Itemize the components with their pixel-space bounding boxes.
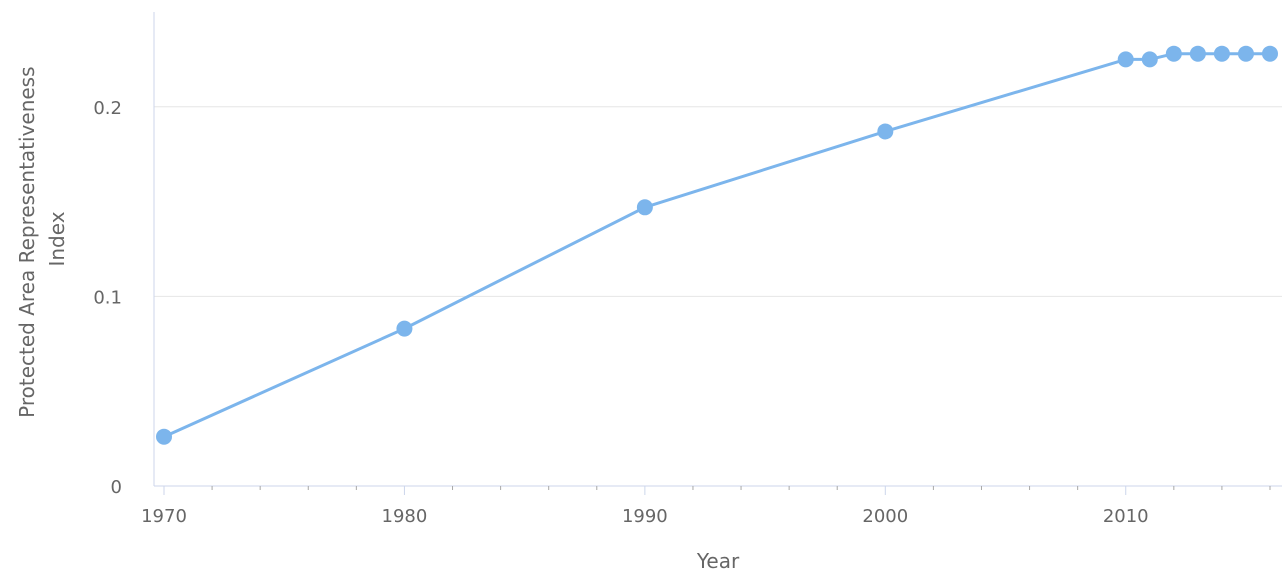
data-point-1980[interactable] bbox=[396, 320, 413, 337]
y-tick-label-1: 0.1 bbox=[93, 287, 122, 308]
series-layer bbox=[156, 45, 1278, 445]
x-tick-label-0: 1970 bbox=[141, 506, 187, 527]
data-point-2010[interactable] bbox=[1117, 51, 1134, 68]
y-axis-ticks: 0 0.1 0.2 bbox=[93, 98, 122, 498]
data-point-2016[interactable] bbox=[1262, 45, 1278, 62]
x-axis-title: Year bbox=[696, 549, 740, 573]
y-tick-label-2: 0.2 bbox=[93, 98, 122, 119]
data-point-2013[interactable] bbox=[1189, 45, 1206, 62]
x-minor-ticks bbox=[211, 486, 1271, 490]
y-axis-title: Protected Area Representativeness Index bbox=[15, 60, 69, 418]
data-point-1970[interactable] bbox=[156, 428, 172, 445]
grid-lines bbox=[154, 106, 1282, 297]
y-axis-title-line-1: Protected Area Representativeness bbox=[15, 66, 39, 417]
x-tick-label-2: 1990 bbox=[622, 506, 668, 527]
y-axis-title-line-2: Index bbox=[45, 211, 69, 266]
x-tick-label-3: 2000 bbox=[862, 506, 908, 527]
data-point-2015[interactable] bbox=[1237, 45, 1254, 62]
series-line-0 bbox=[162, 52, 1272, 439]
data-point-2014[interactable] bbox=[1213, 45, 1230, 62]
y-tick-label-0: 0 bbox=[111, 477, 122, 498]
data-point-2000[interactable] bbox=[877, 123, 894, 140]
x-tick-label-4: 2010 bbox=[1103, 506, 1149, 527]
x-axis-ticks: 1970 1980 1990 2000 2010 bbox=[141, 486, 1149, 527]
x-tick-label-1: 1980 bbox=[382, 506, 428, 527]
data-point-2011[interactable] bbox=[1141, 51, 1158, 68]
data-point-2012[interactable] bbox=[1165, 45, 1182, 62]
data-point-1990[interactable] bbox=[636, 199, 653, 216]
